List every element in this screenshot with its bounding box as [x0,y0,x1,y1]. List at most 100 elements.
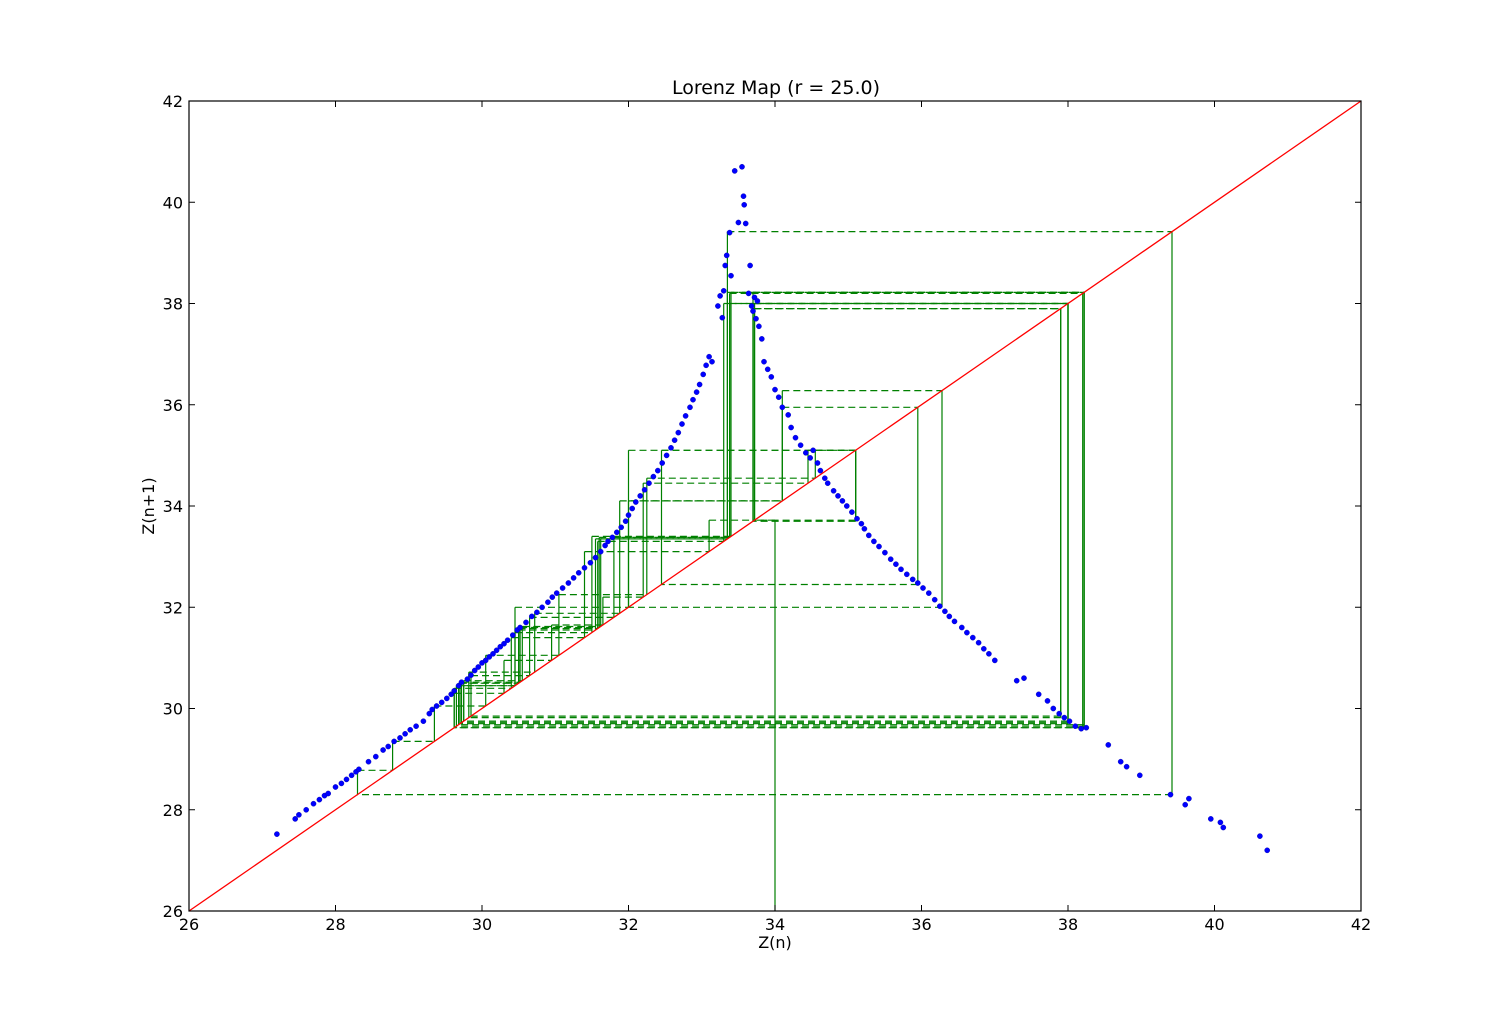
data-point [646,480,652,487]
data-point [493,647,500,654]
data-point [696,381,703,388]
data-point [904,571,910,578]
data-point [753,315,759,322]
data-point [788,424,794,431]
y-tick-label: 34 [163,497,183,516]
data-point [464,676,471,682]
data-point [754,298,761,304]
data-point [866,532,872,539]
data-point [402,731,408,737]
x-tick-label: 26 [179,915,199,934]
plot-area [188,100,1362,912]
x-axis-title: Z(n) [758,933,792,952]
data-point [807,455,814,461]
data-point [964,629,970,636]
data-point [764,366,771,373]
data-point [438,699,445,706]
data-point [722,262,729,269]
data-point [1050,705,1057,712]
x-tick-label: 38 [1058,915,1078,934]
data-point [750,308,756,314]
data-point [663,452,670,459]
data-point [602,542,608,549]
data-point [709,358,715,365]
data-point [756,323,762,330]
diagonal-line [188,100,1362,912]
data-point [372,753,379,760]
data-point [748,303,755,309]
data-point [861,526,868,532]
diagonal-layer [188,100,1362,912]
data-point [625,512,632,518]
data-point [534,609,540,616]
data-point [641,486,648,493]
y-tick-label: 42 [163,92,183,111]
data-point [723,252,730,259]
data-point [413,723,419,730]
data-point [471,667,478,674]
data-point [629,505,636,512]
data-point [1167,791,1174,798]
data-point [741,201,748,208]
data-point [504,637,511,644]
data-point [687,404,693,411]
data-point [407,727,414,733]
data-point [501,640,507,647]
data-point [475,664,482,670]
data-point [391,738,397,745]
y-tick-label: 36 [163,396,183,415]
data-point [570,575,577,581]
data-point [549,594,556,600]
data-point [871,538,877,545]
data-point [700,371,707,378]
data-point [1117,758,1124,765]
y-tick-label: 28 [163,801,183,820]
data-point [274,831,280,837]
data-point [529,613,535,620]
data-point [1061,714,1068,721]
data-point [740,193,747,199]
data-point [739,163,745,170]
data-point [1072,723,1079,730]
x-axis-ticks: 26 28 30 32 34 36 38 40 42 [179,101,1371,934]
data-point [854,515,860,522]
data-point [759,336,765,342]
data-point [650,473,657,480]
data-point [893,561,899,568]
data-point [587,559,594,566]
data-point [715,303,721,309]
data-point [482,657,489,664]
data-point [742,220,749,227]
data-point [397,735,403,741]
data-point [1123,763,1130,770]
data-point [926,590,932,596]
data-point [316,796,323,803]
x-tick-label: 40 [1204,915,1224,934]
data-point [745,290,752,297]
data-point [817,467,824,474]
y-tick-label: 30 [163,700,183,719]
data-point [915,580,921,586]
data-point [637,493,644,499]
data-point [731,168,738,174]
data-point [668,444,674,451]
data-point [325,790,332,797]
data-point [310,800,317,807]
data-point [523,619,529,626]
data-point [1083,724,1090,731]
x-tick-label: 28 [325,915,345,934]
data-point [682,413,689,419]
points-layer [274,163,1270,854]
data-point [747,262,753,269]
data-point [1056,710,1062,717]
data-point [1137,772,1143,779]
data-point [545,599,551,606]
data-point [292,816,299,822]
data-point [1078,725,1084,732]
data-point [822,475,828,482]
data-point [772,386,778,393]
data-point [343,776,350,783]
data-point [803,449,809,456]
data-point [1066,718,1073,725]
